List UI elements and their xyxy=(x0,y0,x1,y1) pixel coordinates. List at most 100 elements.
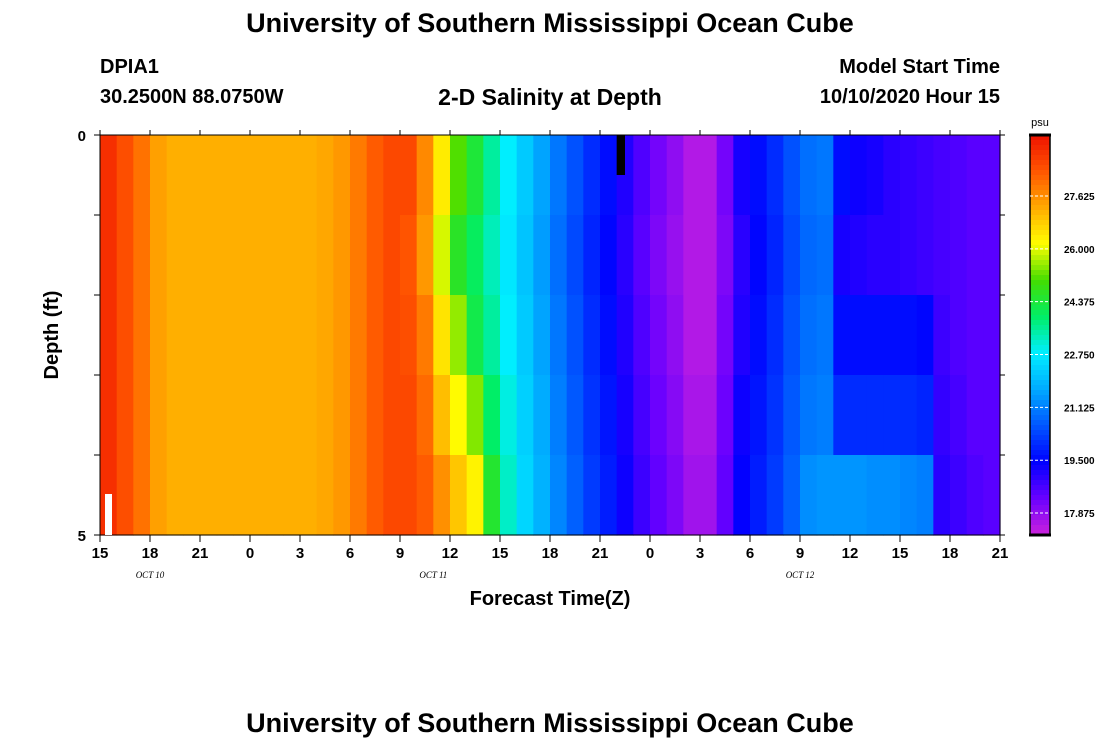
heat-cell xyxy=(483,135,501,216)
x-tick-label: 12 xyxy=(442,545,459,562)
heat-cell xyxy=(283,295,301,376)
heat-cell xyxy=(716,455,734,536)
heat-cell xyxy=(366,375,384,456)
heat-cell xyxy=(900,215,918,296)
heat-cell xyxy=(516,455,534,536)
heat-cell xyxy=(366,135,384,216)
colorbar-segment xyxy=(1030,200,1050,206)
heat-cell xyxy=(416,135,434,216)
heat-cell xyxy=(816,135,834,216)
heat-cell xyxy=(400,135,418,216)
heat-cell xyxy=(666,455,684,536)
heat-cell xyxy=(933,135,951,216)
footer-title: University of Southern Mississippi Ocean… xyxy=(246,708,854,738)
heat-cell xyxy=(250,135,268,216)
heat-cell xyxy=(433,295,451,376)
heat-cell xyxy=(283,215,301,296)
colorbar-segment xyxy=(1030,430,1050,436)
colorbar-segment xyxy=(1030,420,1050,426)
heat-cell xyxy=(983,455,1001,536)
colorbar-segment xyxy=(1030,465,1050,471)
heat-cell xyxy=(100,295,118,376)
heat-cell xyxy=(183,215,201,296)
colorbar-segment xyxy=(1030,260,1050,266)
heat-cell xyxy=(416,295,434,376)
heat-cell xyxy=(266,215,284,296)
heat-cell xyxy=(400,375,418,456)
heat-cell xyxy=(666,135,684,216)
heat-cell xyxy=(433,455,451,536)
colorbar-segment xyxy=(1030,365,1050,371)
heat-cell xyxy=(133,135,151,216)
heat-cell xyxy=(733,375,751,456)
heat-cell xyxy=(650,135,668,216)
colorbar-segment xyxy=(1030,215,1050,221)
heat-cell xyxy=(483,455,501,536)
heat-cell xyxy=(583,295,601,376)
heat-cell xyxy=(850,295,868,376)
heat-cell xyxy=(300,295,318,376)
heat-cell xyxy=(800,375,818,456)
colorbar-segment xyxy=(1030,210,1050,216)
colorbar-segment xyxy=(1030,440,1050,446)
heat-cell xyxy=(616,215,634,296)
heat-cell xyxy=(116,375,134,456)
heat-cell xyxy=(566,375,584,456)
heat-cell xyxy=(100,215,118,296)
heat-cell xyxy=(366,215,384,296)
heat-cell xyxy=(166,375,184,456)
heat-cell xyxy=(233,135,251,216)
heat-cell xyxy=(950,295,968,376)
colorbar-segment xyxy=(1030,255,1050,261)
colorbar-segment xyxy=(1030,485,1050,491)
colorbar-segment xyxy=(1030,235,1050,241)
heat-cell xyxy=(716,135,734,216)
heat-cell xyxy=(133,455,151,536)
heatmap-cells xyxy=(100,135,1001,536)
heat-cell xyxy=(166,135,184,216)
heat-cell xyxy=(716,215,734,296)
heat-cell xyxy=(233,375,251,456)
heat-cell xyxy=(666,295,684,376)
heat-cell xyxy=(933,295,951,376)
heat-cell xyxy=(483,375,501,456)
heat-cell xyxy=(416,375,434,456)
heat-cell xyxy=(966,295,984,376)
heat-cell xyxy=(583,455,601,536)
heat-cell xyxy=(100,375,118,456)
heat-cell xyxy=(300,455,318,536)
x-axis-title: Forecast Time(Z) xyxy=(470,588,631,610)
heat-cell xyxy=(750,295,768,376)
heat-cell xyxy=(733,135,751,216)
heat-cell xyxy=(933,375,951,456)
colorbar-segment xyxy=(1030,330,1050,336)
colorbar-segment xyxy=(1030,285,1050,291)
heat-cell xyxy=(216,455,234,536)
heat-cell xyxy=(566,295,584,376)
heat-cell xyxy=(333,135,351,216)
colorbar-segment xyxy=(1030,480,1050,486)
heat-cell xyxy=(550,455,568,536)
heat-cell xyxy=(966,135,984,216)
heat-cell xyxy=(783,215,801,296)
colorbar-segment xyxy=(1030,170,1050,176)
heat-cell xyxy=(500,375,518,456)
heat-cell xyxy=(233,295,251,376)
heat-cell xyxy=(366,295,384,376)
heat-cell xyxy=(200,455,218,536)
model-start-label: Model Start Time xyxy=(839,56,1000,78)
colorbar-segment xyxy=(1030,220,1050,226)
heat-cell xyxy=(250,215,268,296)
heat-cell xyxy=(433,215,451,296)
colorbar-segment xyxy=(1030,195,1050,201)
colorbar-segment xyxy=(1030,325,1050,331)
colorbar-segment xyxy=(1030,160,1050,166)
heat-cell xyxy=(833,455,851,536)
heat-cell xyxy=(450,455,468,536)
heat-cell xyxy=(683,455,701,536)
heat-cell xyxy=(983,135,1001,216)
heat-cell xyxy=(133,215,151,296)
heat-cell xyxy=(500,295,518,376)
axes: 15 18 21 0 3 6 9 12 15 18 21 0 3 6 9 12 15 18 21 0 5 OCT 10 OC… xyxy=(78,128,1009,580)
